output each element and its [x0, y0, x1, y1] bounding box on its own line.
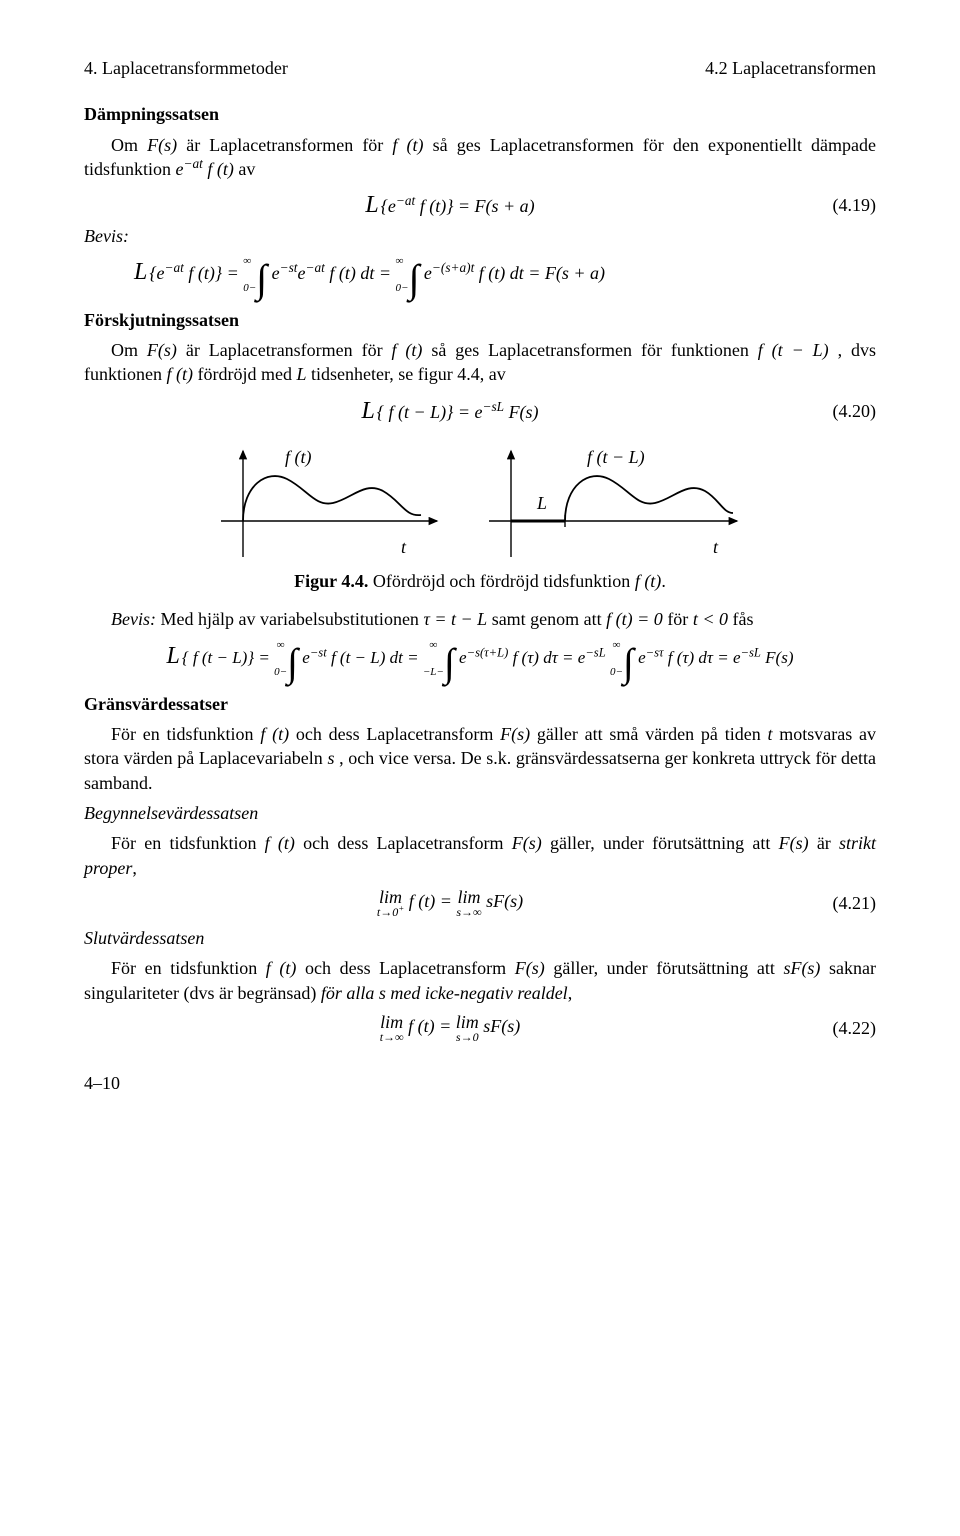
svg-text:L: L: [536, 493, 547, 513]
header-left: 4. Laplacetransformmetoder: [84, 56, 288, 80]
eq-4-22: limt→∞ f (t) = lims→0 sF(s) (4.22): [84, 1013, 876, 1043]
final-title: Slutvärdessatsen: [84, 926, 876, 950]
fig-left: f (t) t: [215, 445, 445, 563]
damp-proof-label: Bevis:: [84, 224, 876, 248]
shift-proof-eq: L{ f (t − L)} = ∞0−∫ e−st f (t − L) dt =…: [84, 640, 876, 678]
shift-intro: Om F(s) är Laplacetransformen för f (t) …: [84, 338, 876, 387]
final-p: För en tidsfunktion f (t) och dess Lapla…: [84, 956, 876, 1005]
fig-4-4-caption: Figur 4.4. Ofördröjd och fördröjd tidsfu…: [84, 569, 876, 593]
init-p: För en tidsfunktion f (t) och dess Lapla…: [84, 831, 876, 880]
eq-4-20: L{ f (t − L)} = e−sL F(s) (4.20): [84, 395, 876, 427]
shift-title: Förskjutningssatsen: [84, 308, 876, 332]
svg-text:f (t): f (t): [285, 447, 312, 468]
header-right: 4.2 Laplacetransformen: [705, 56, 876, 80]
svg-text:f (t − L): f (t − L): [587, 447, 645, 468]
eq-4-21: limt→0+ f (t) = lims→∞ sF(s) (4.21): [84, 888, 876, 918]
eq-4-19: L{e−at f (t)} = F(s + a) (4.19): [84, 189, 876, 221]
eq-4-19-num: (4.19): [816, 193, 876, 217]
eq-4-21-num: (4.21): [816, 891, 876, 915]
damp-proof-eq: L{e−at f (t)} = ∞0−∫ e−ste−at f (t) dt =…: [84, 256, 876, 294]
eq-4-22-num: (4.22): [816, 1016, 876, 1040]
init-title: Begynnelsevärdessatsen: [84, 801, 876, 825]
shift-proof-intro: Bevis: Med hjälp av variabelsubstitution…: [84, 607, 876, 631]
page-header: 4. Laplacetransformmetoder 4.2 Laplacetr…: [84, 56, 876, 80]
page-footer: 4–10: [84, 1071, 876, 1095]
svg-text:t: t: [401, 537, 407, 557]
damp-intro: Om F(s) är Laplacetransformen för f (t) …: [84, 133, 876, 182]
figure-4-4: f (t) t f (t − L) L t: [84, 445, 876, 563]
limit-p: För en tidsfunktion f (t) och dess Lapla…: [84, 722, 876, 795]
limit-title: Gränsvärdessatser: [84, 692, 876, 716]
svg-text:t: t: [713, 537, 719, 557]
fig-right: f (t − L) L t: [483, 445, 745, 563]
eq-4-20-num: (4.20): [816, 399, 876, 423]
damp-title: Dämpningssatsen: [84, 102, 876, 126]
